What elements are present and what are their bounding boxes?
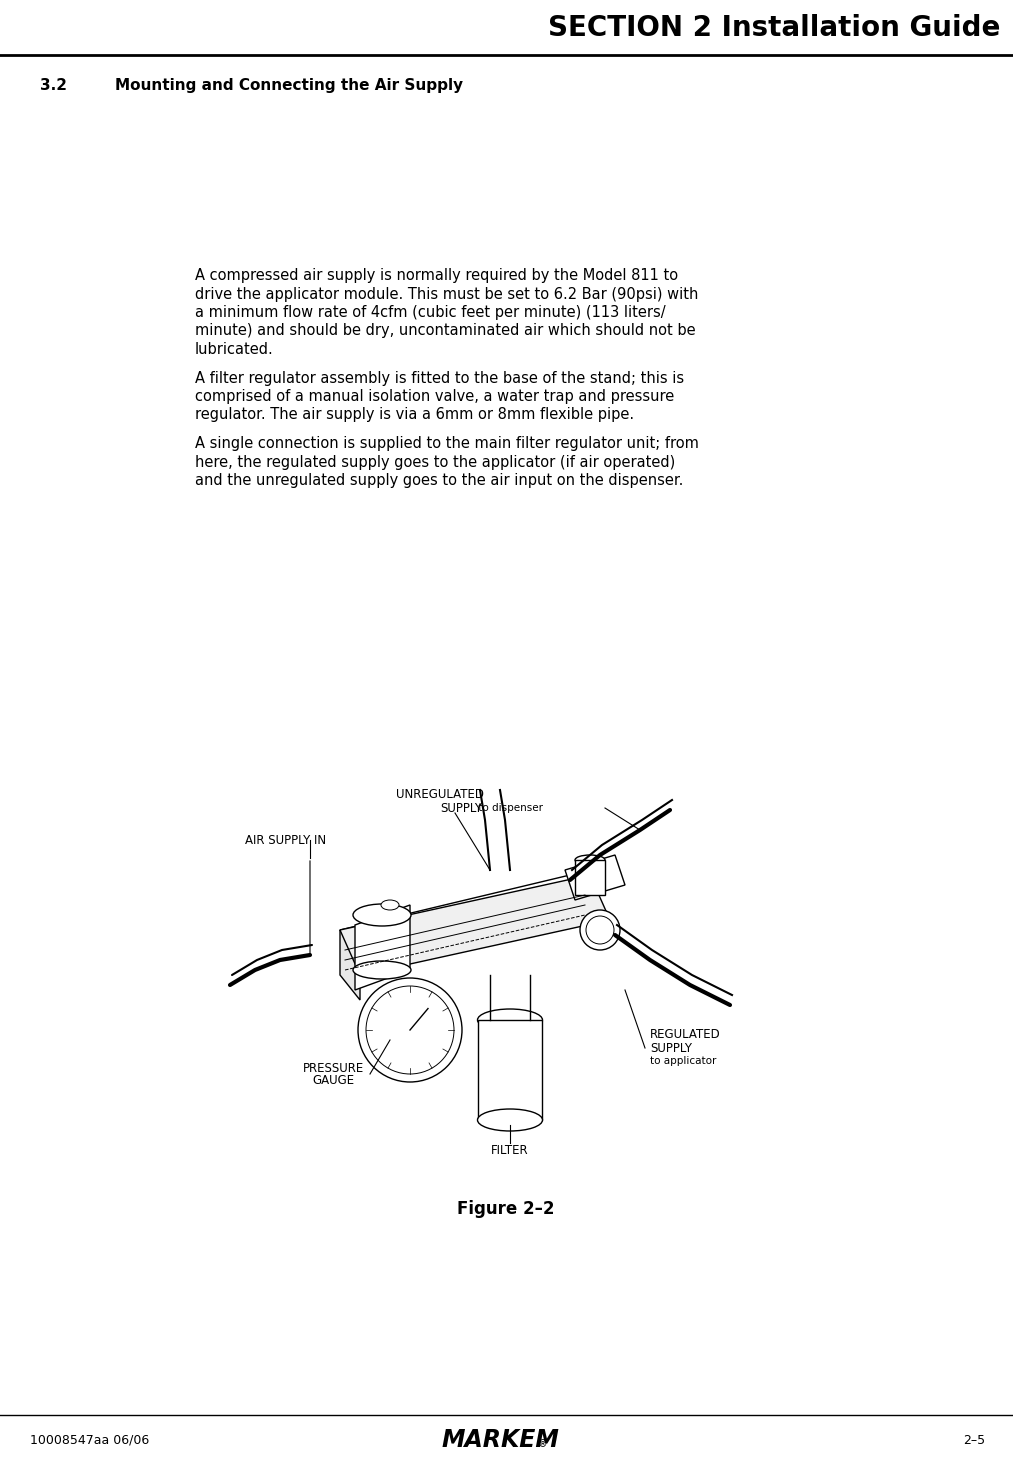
Circle shape	[586, 916, 614, 944]
Circle shape	[366, 986, 454, 1074]
Text: 3.2: 3.2	[40, 77, 67, 93]
Text: AIR SUPPLY IN: AIR SUPPLY IN	[245, 833, 326, 846]
Text: SECTION 2 Installation Guide: SECTION 2 Installation Guide	[548, 15, 1000, 42]
Text: Figure 2–2: Figure 2–2	[457, 1199, 555, 1218]
Polygon shape	[565, 855, 625, 900]
Text: SUPPLY: SUPPLY	[440, 801, 482, 814]
Text: regulator. The air supply is via a 6mm or 8mm flexible pipe.: regulator. The air supply is via a 6mm o…	[194, 407, 634, 423]
Polygon shape	[575, 859, 605, 894]
Polygon shape	[340, 875, 610, 975]
Ellipse shape	[477, 1010, 543, 1032]
Text: A filter regulator assembly is fitted to the base of the stand; this is: A filter regulator assembly is fitted to…	[194, 371, 684, 385]
Text: MARKEM: MARKEM	[441, 1428, 559, 1452]
Text: ®: ®	[538, 1439, 548, 1449]
Circle shape	[358, 978, 462, 1083]
Ellipse shape	[353, 961, 411, 979]
Polygon shape	[340, 929, 360, 999]
Text: 10008547aa 06/06: 10008547aa 06/06	[30, 1434, 149, 1446]
Text: a minimum flow rate of 4cfm (cubic feet per minute) (113 liters/: a minimum flow rate of 4cfm (cubic feet …	[194, 305, 666, 320]
Text: here, the regulated supply goes to the applicator (if air operated): here, the regulated supply goes to the a…	[194, 455, 676, 470]
Text: lubricated.: lubricated.	[194, 341, 274, 357]
Text: FILTER: FILTER	[491, 1144, 529, 1157]
Text: GAUGE: GAUGE	[312, 1074, 355, 1087]
Ellipse shape	[381, 900, 399, 910]
Ellipse shape	[353, 905, 411, 926]
Polygon shape	[355, 905, 410, 991]
Ellipse shape	[575, 855, 605, 865]
Text: to applicator: to applicator	[650, 1056, 716, 1067]
Ellipse shape	[477, 1109, 543, 1131]
Polygon shape	[340, 875, 590, 956]
Text: A compressed air supply is normally required by the Model 811 to: A compressed air supply is normally requ…	[194, 268, 678, 283]
Text: comprised of a manual isolation valve, a water trap and pressure: comprised of a manual isolation valve, a…	[194, 390, 675, 404]
Text: minute) and should be dry, uncontaminated air which should not be: minute) and should be dry, uncontaminate…	[194, 324, 696, 338]
Polygon shape	[478, 1020, 542, 1121]
Text: Mounting and Connecting the Air Supply: Mounting and Connecting the Air Supply	[115, 77, 463, 93]
Text: REGULATED: REGULATED	[650, 1029, 721, 1042]
Text: PRESSURE: PRESSURE	[302, 1062, 364, 1074]
Text: and the unregulated supply goes to the air input on the dispenser.: and the unregulated supply goes to the a…	[194, 473, 684, 487]
Circle shape	[580, 910, 620, 950]
Text: drive the applicator module. This must be set to 6.2 Bar (90psi) with: drive the applicator module. This must b…	[194, 286, 698, 302]
Text: A single connection is supplied to the main filter regulator unit; from: A single connection is supplied to the m…	[194, 436, 699, 451]
Text: UNREGULATED: UNREGULATED	[396, 788, 484, 801]
Text: to dispenser: to dispenser	[475, 802, 543, 813]
Text: 2–5: 2–5	[963, 1434, 985, 1446]
Text: SUPPLY: SUPPLY	[650, 1042, 692, 1055]
